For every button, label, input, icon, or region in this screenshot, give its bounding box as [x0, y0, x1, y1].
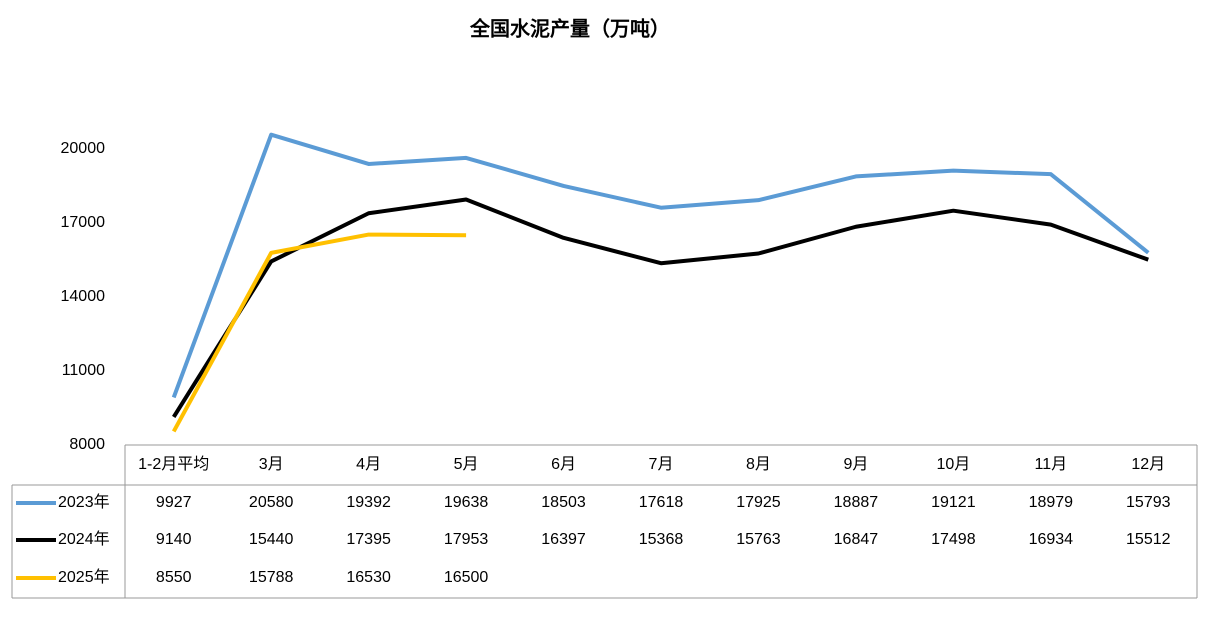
- table-value: 17953: [444, 531, 489, 548]
- x-tick-label: 1-2月平均: [138, 455, 209, 473]
- table-value: 18503: [541, 494, 586, 511]
- x-tick-label: 8月: [746, 456, 771, 473]
- table-value: 16397: [541, 531, 586, 548]
- x-tick-label: 7月: [649, 456, 674, 473]
- table-value: 15368: [639, 531, 684, 548]
- y-tick-label: 11000: [62, 362, 105, 379]
- table-value: 15512: [1126, 531, 1171, 548]
- x-tick-label: 11月: [1035, 456, 1068, 473]
- x-tick-label: 9月: [843, 456, 868, 473]
- table-value: 17618: [639, 494, 684, 511]
- table-value: 15793: [1126, 494, 1171, 511]
- y-tick-label: 14000: [61, 288, 106, 305]
- x-tick-label: 5月: [454, 456, 479, 473]
- table-value: 15440: [249, 531, 294, 548]
- table-value: 17498: [931, 531, 976, 548]
- series-line: [172, 197, 1149, 418]
- table-value: 15788: [249, 569, 294, 586]
- table-value: 16500: [444, 569, 489, 586]
- table-value: 18887: [834, 494, 879, 511]
- table-value: 19121: [931, 494, 976, 511]
- x-tick-label: 3月: [259, 456, 284, 473]
- x-tick-label: 6月: [551, 456, 576, 473]
- table-value: 17395: [346, 531, 391, 548]
- series-line: [171, 232, 467, 433]
- table-value: 20580: [249, 494, 294, 511]
- legend-label: 2024年: [58, 530, 110, 548]
- table-value: 9927: [156, 494, 192, 511]
- x-tick-label: 4月: [356, 456, 381, 473]
- table-value: 16530: [346, 569, 391, 586]
- legend-label: 2023年: [58, 493, 110, 511]
- x-tick-label: 10月: [936, 456, 970, 473]
- table-value: 16934: [1029, 531, 1074, 548]
- table-value: 8550: [156, 569, 192, 586]
- x-tick-label: 12月: [1131, 456, 1165, 473]
- table-value: 15763: [736, 531, 781, 548]
- legend-label: 2025年: [58, 568, 110, 586]
- table-value: 16847: [834, 531, 879, 548]
- table-value: 18979: [1029, 494, 1074, 511]
- y-tick-label: 17000: [61, 214, 106, 231]
- table-value: 9140: [156, 531, 192, 548]
- table-value: 19392: [346, 494, 391, 511]
- y-tick-label: 20000: [61, 140, 106, 157]
- chart-title: 全国水泥产量（万吨）: [469, 16, 670, 40]
- series-line: [171, 132, 1150, 399]
- table-value: 17925: [736, 494, 781, 511]
- table-value: 19638: [444, 494, 489, 511]
- y-tick-label: 8000: [69, 436, 105, 453]
